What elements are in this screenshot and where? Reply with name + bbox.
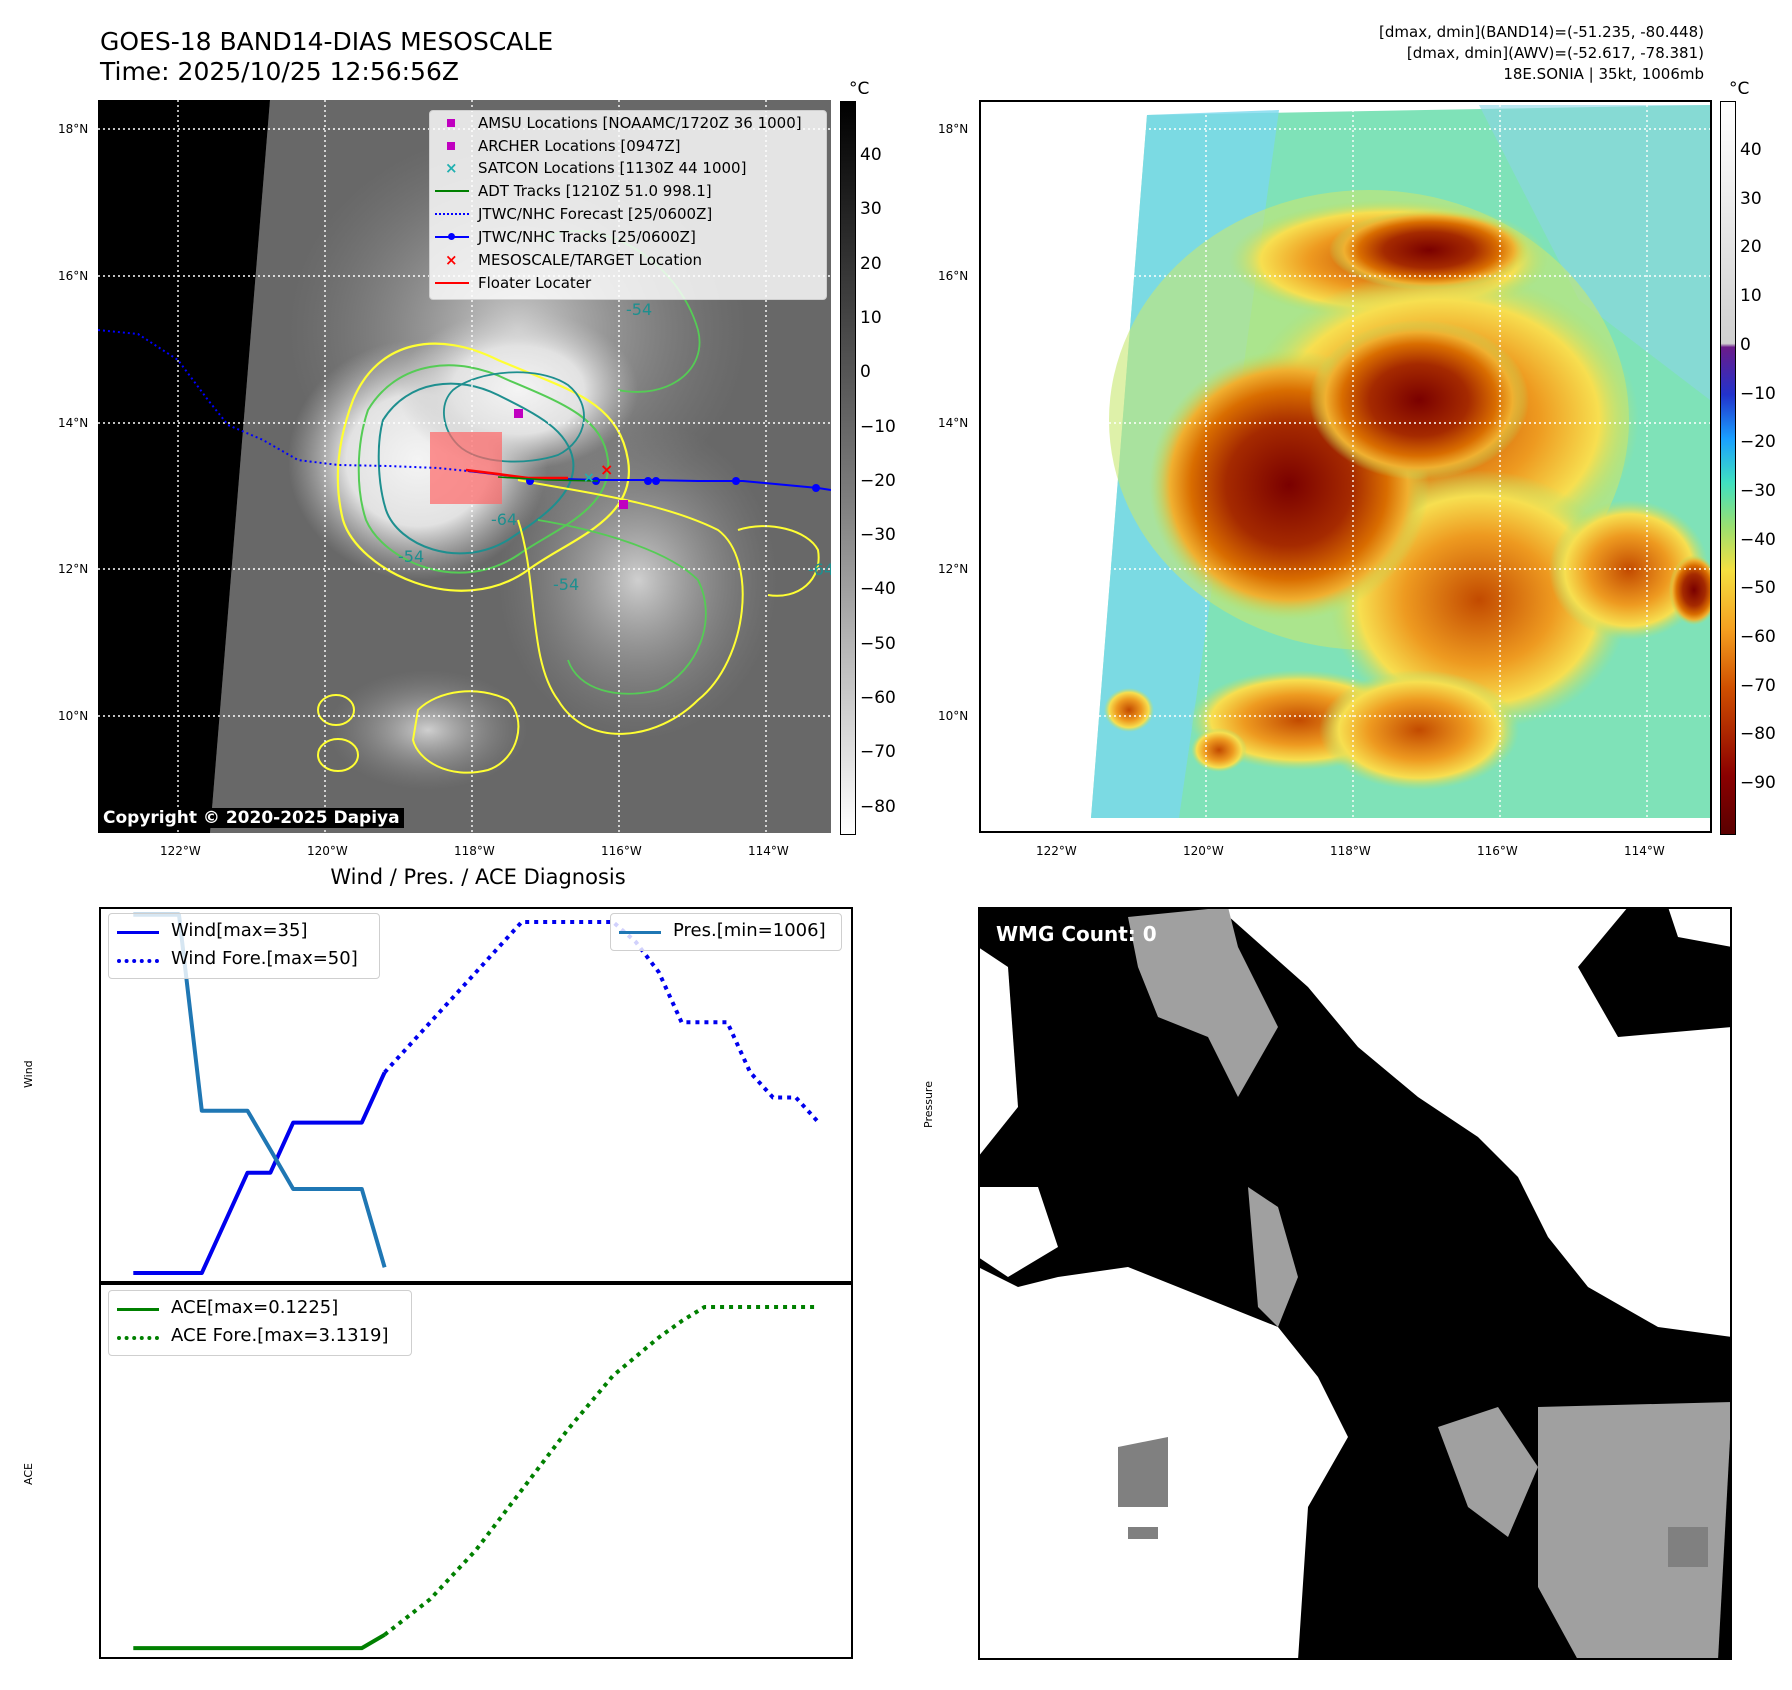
colorbar-tick-label: 20 xyxy=(860,253,882,274)
ace-legend: ACE[max=0.1225] ACE Fore.[max=3.1319] xyxy=(108,1290,412,1356)
colorbar-left xyxy=(840,101,856,835)
adt-mesoscale-track xyxy=(465,468,568,480)
lon-label: 118°W xyxy=(454,844,495,858)
colorbar-tick-label: −10 xyxy=(1740,383,1776,404)
colorbar-tick-label: 0 xyxy=(860,362,871,383)
wmg-region-gray xyxy=(1128,907,1278,1097)
lat-label: 16°N xyxy=(58,269,89,283)
lat-label: 16°N xyxy=(938,269,969,283)
target-marker: × xyxy=(600,460,613,479)
colorbar-tick-label: −10 xyxy=(860,416,896,437)
series-line-ace-fore xyxy=(383,1305,819,1637)
lon-label: 120°W xyxy=(1183,844,1224,858)
pressure-legend: Pres.[min=1006] xyxy=(610,913,842,951)
amsu-marker xyxy=(514,409,523,418)
lon-label: 116°W xyxy=(601,844,642,858)
satcon-marker: × xyxy=(583,470,595,486)
figure-title-line1: GOES-18 BAND14-DIAS MESOSCALE xyxy=(100,27,554,56)
colorbar-right xyxy=(1720,101,1736,835)
diagnosis-title: Wind / Pres. / ACE Diagnosis xyxy=(330,865,626,889)
map-gridlines-right xyxy=(979,100,1712,833)
contour-teal xyxy=(377,382,575,555)
map-legend: AMSU Locations [NOAAMC/1720Z 36 1000] AR… xyxy=(429,110,827,300)
colorbar-tick-label: −40 xyxy=(1740,529,1776,550)
colorbar-left-unit: °C xyxy=(849,79,870,99)
contour-green xyxy=(357,364,610,574)
colorbar-tick-label: −30 xyxy=(860,525,896,546)
colorbar-tick-label: 10 xyxy=(1740,286,1762,307)
colorbar-tick-label: 30 xyxy=(1740,188,1762,209)
figure-title-line2: Time: 2025/10/25 12:56:56Z xyxy=(100,57,459,86)
contour-label: -54 xyxy=(626,300,652,319)
lat-label: 12°N xyxy=(938,562,969,576)
colorbar-tick-label: −60 xyxy=(860,688,896,708)
info-line-storm: 18E.SONIA | 35kt, 1006mb xyxy=(1503,65,1704,83)
wind-legend: Wind[max=35] Wind Fore.[max=50] xyxy=(108,913,380,979)
colorbar-tick-label: −30 xyxy=(1740,480,1776,501)
contour-label: -64 xyxy=(491,510,517,529)
colorbar-tick-label: −70 xyxy=(1740,675,1776,696)
enhanced-map-panel xyxy=(979,100,1712,833)
colorbar-right-unit: °C xyxy=(1729,79,1750,99)
wmg-count-label: WMG Count: 0 xyxy=(996,922,1157,946)
pressure-axis-label: Pressure xyxy=(922,1081,935,1128)
contour-label: -54 xyxy=(398,547,424,566)
colorbar-tick-label: 0 xyxy=(1740,334,1751,355)
colorbar-tick-label: −20 xyxy=(1740,432,1776,453)
info-line-band14: [dmax, dmin](BAND14)=(-51.235, -80.448) xyxy=(1379,23,1704,41)
floater-locater-box xyxy=(430,432,502,504)
colorbar-tick-label: 40 xyxy=(860,145,882,165)
archer-marker xyxy=(619,500,628,509)
series-line-wind xyxy=(133,1071,387,1275)
ace-axis-label: ACE xyxy=(22,1463,35,1485)
contour-label: -54 xyxy=(553,575,579,594)
lon-label: 114°W xyxy=(1624,844,1665,858)
copyright-label: Copyright © 2020-2025 Dapiya xyxy=(99,808,404,828)
lat-label: 14°N xyxy=(938,416,969,430)
contour-yellow xyxy=(336,342,631,592)
info-line-awv: [dmax, dmin](AWV)=(-52.617, -78.381) xyxy=(1406,44,1704,62)
lon-label: 114°W xyxy=(748,844,789,858)
colorbar-tick-label: −20 xyxy=(860,470,896,491)
colorbar-tick-label: 40 xyxy=(1740,140,1762,160)
lon-label: 122°W xyxy=(160,844,201,858)
colorbar-tick-label: 20 xyxy=(1740,237,1762,258)
lat-label: 10°N xyxy=(938,709,969,723)
colorbar-tick-label: −80 xyxy=(860,796,896,817)
colorbar-tick-label: −50 xyxy=(1740,578,1776,599)
colorbar-tick-label: 10 xyxy=(860,307,882,328)
lon-label: 118°W xyxy=(1330,844,1371,858)
wind-axis-label: Wind xyxy=(22,1060,35,1088)
colorbar-tick-label: −90 xyxy=(1740,773,1776,794)
lat-label: 18°N xyxy=(938,122,969,136)
series-line-pres xyxy=(133,912,387,1268)
lat-label: 12°N xyxy=(58,562,89,576)
colorbar-tick-label: −80 xyxy=(1740,724,1776,745)
wmg-panel xyxy=(978,907,1732,1660)
colorbar-tick-label: −50 xyxy=(860,633,896,654)
colorbar-tick-label: 30 xyxy=(860,199,882,220)
lon-label: 116°W xyxy=(1477,844,1518,858)
colorbar-tick-label: −60 xyxy=(1740,627,1776,647)
colorbar-tick-label: −40 xyxy=(860,579,896,600)
lat-label: 10°N xyxy=(58,709,89,723)
lon-label: 120°W xyxy=(307,844,348,858)
lat-label: 18°N xyxy=(58,122,89,136)
series-line-ace xyxy=(133,1633,386,1651)
colorbar-tick-label: −70 xyxy=(860,742,896,763)
lon-label: 122°W xyxy=(1036,844,1077,858)
lat-label: 14°N xyxy=(58,416,89,430)
forecast-track xyxy=(98,329,479,473)
